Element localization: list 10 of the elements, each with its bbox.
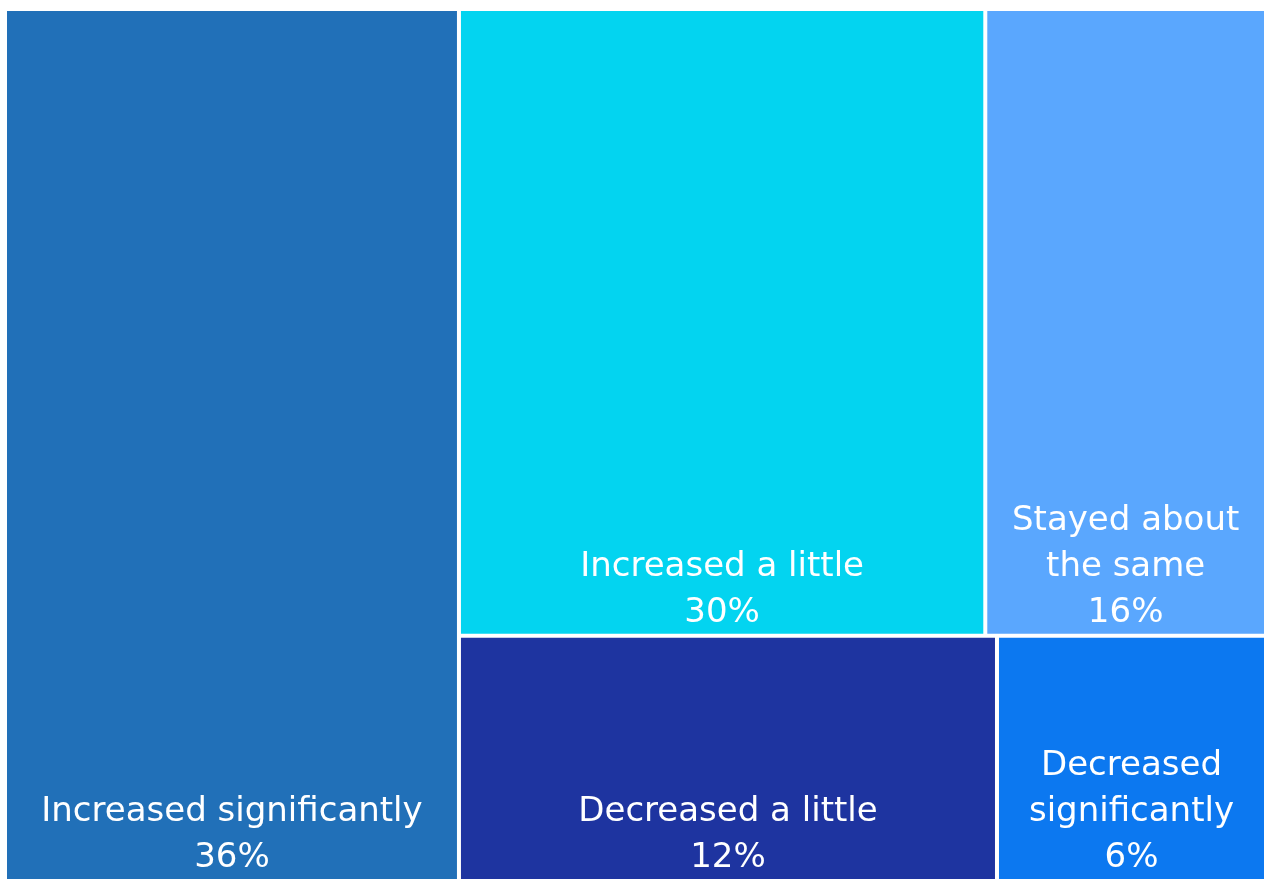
data-label: 6% — [1104, 835, 1159, 875]
data-label: 16% — [1087, 589, 1164, 630]
data-label: 36% — [194, 835, 270, 875]
category-label: Increased a little — [580, 543, 865, 584]
category-label: Increased significantly — [41, 789, 423, 829]
category-label: Stayed about the same — [1012, 497, 1240, 584]
data-label: 12% — [690, 835, 766, 875]
category-label: Decreased a little — [578, 789, 878, 829]
data-label: 30% — [684, 589, 760, 630]
category-label: Decreased significantly — [1028, 743, 1235, 829]
